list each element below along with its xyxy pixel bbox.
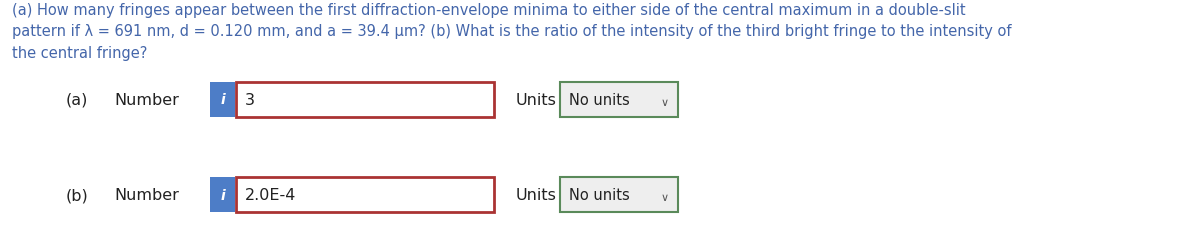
Text: (a) How many fringes appear between the first diffraction-envelope minima to eit: (a) How many fringes appear between the … bbox=[12, 2, 1012, 60]
Text: Number: Number bbox=[114, 188, 179, 202]
FancyBboxPatch shape bbox=[210, 178, 235, 212]
Text: Units: Units bbox=[516, 188, 557, 202]
FancyBboxPatch shape bbox=[236, 82, 494, 118]
Text: 2.0E-4: 2.0E-4 bbox=[245, 188, 296, 202]
Text: i: i bbox=[221, 188, 224, 202]
Text: i: i bbox=[221, 93, 224, 107]
FancyBboxPatch shape bbox=[560, 82, 678, 118]
FancyBboxPatch shape bbox=[210, 82, 235, 118]
Text: 3: 3 bbox=[245, 92, 254, 108]
Text: (b): (b) bbox=[66, 188, 89, 202]
Text: Number: Number bbox=[114, 92, 179, 108]
Text: (a): (a) bbox=[66, 92, 89, 108]
Text: No units: No units bbox=[569, 92, 630, 108]
Text: Units: Units bbox=[516, 92, 557, 108]
FancyBboxPatch shape bbox=[236, 178, 494, 212]
Text: ∨: ∨ bbox=[660, 98, 668, 108]
Text: ∨: ∨ bbox=[660, 192, 668, 202]
Text: No units: No units bbox=[569, 188, 630, 202]
FancyBboxPatch shape bbox=[560, 178, 678, 212]
